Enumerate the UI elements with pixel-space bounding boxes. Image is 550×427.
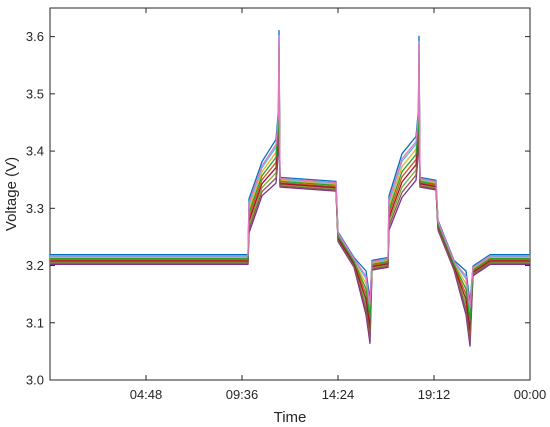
x-tick-label: 14:24 — [322, 387, 355, 402]
y-tick-label: 3.5 — [26, 86, 44, 101]
y-tick-label: 3.6 — [26, 29, 44, 44]
x-axis-title: Time — [274, 409, 307, 426]
x-tick-label: 19:12 — [418, 387, 451, 402]
series-line-10 — [50, 35, 530, 309]
y-tick-label: 3.1 — [26, 315, 44, 330]
plot-area — [49, 7, 531, 381]
y-tick-label: 3.4 — [26, 144, 44, 159]
y-axis-title: Voltage (V) — [3, 157, 20, 231]
y-tick-label: 3.0 — [26, 373, 44, 388]
x-tick-label: 09:36 — [226, 387, 259, 402]
series-line-9 — [50, 47, 530, 322]
series-line-8 — [50, 68, 530, 342]
y-tick-label: 3.2 — [26, 258, 44, 273]
x-tick-label: 04:48 — [130, 387, 163, 402]
y-tick-label: 3.3 — [26, 201, 44, 216]
x-tick-label: 00:00 — [514, 387, 547, 402]
y-axis-ticks: 3.0 3.1 3.2 3.3 3.4 3.5 3.6 — [26, 29, 530, 388]
series-layer — [50, 29, 530, 347]
x-axis-ticks: 04:48 09:36 14:24 19:12 00:00 — [130, 8, 547, 402]
